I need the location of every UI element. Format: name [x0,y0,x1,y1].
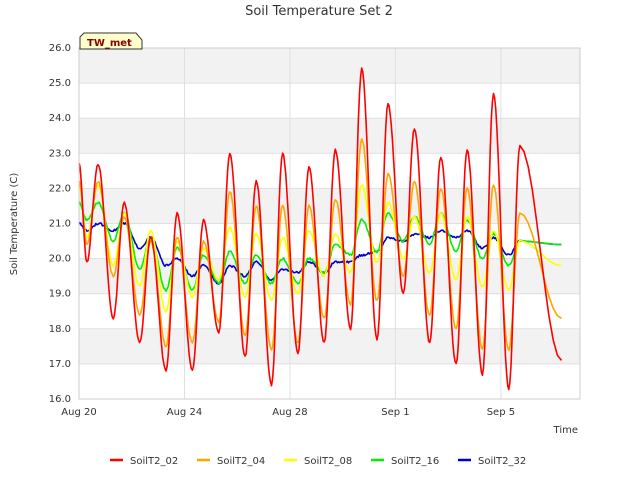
plot-band [79,363,580,399]
legend-label: SoilT2_16 [391,456,439,467]
legend: SoilT2_02 SoilT2_04 SoilT2_08 SoilT2_16 Soil… [110,456,526,467]
y-tick-label: 21.0 [49,219,71,230]
series-lines [78,67,563,391]
chart-title: Soil Temperature Set 2 [245,4,393,19]
y-tick-label: 22.0 [49,183,71,194]
y-axis-label: Soil Temperature (C) [9,173,20,276]
x-tick-label: Sep 5 [487,407,515,418]
plot-band [79,48,580,84]
x-axis-label: Time [553,425,578,436]
legend-label: SoilT2_32 [478,456,526,467]
y-tick-label: 19.0 [49,289,71,300]
series-line-soilt2_08 [78,184,562,313]
y-tick-labels: 16.0 17.0 18.0 19.0 20.0 21.0 22.0 23.0 24.0 25.0… [49,43,71,405]
legend-label: SoilT2_08 [304,456,352,467]
series-line-soilt2_02 [78,67,563,391]
y-tick-label: 20.0 [49,254,71,265]
y-tick-label: 16.0 [49,394,71,405]
site-badge-label: TW_met [87,38,132,49]
x-tick-label: Aug 24 [167,407,202,418]
x-tick-label: Sep 1 [381,407,409,418]
plot-band [79,118,580,154]
legend-label: SoilT2_04 [217,456,265,467]
plot-frame [78,47,581,400]
y-tick-label: 24.0 [49,113,71,124]
plot-band [79,153,580,189]
legend-label: SoilT2_02 [130,456,178,467]
plot-band [79,83,580,119]
plot-band [79,188,580,224]
y-tick-label: 26.0 [49,43,71,54]
y-tick-label: 23.0 [49,148,71,159]
site-badge-shape [79,32,143,50]
x-tick-label: Aug 28 [272,407,307,418]
x-tick-labels: Aug 20 Aug 24 Aug 28 Sep 1 Sep 5 [61,407,515,418]
y-tick-label: 18.0 [49,324,71,335]
site-badge: TW_met [79,32,143,50]
y-tick-label: 25.0 [49,78,71,89]
y-tick-label: 17.0 [49,359,71,370]
x-tick-label: Aug 20 [61,407,96,418]
